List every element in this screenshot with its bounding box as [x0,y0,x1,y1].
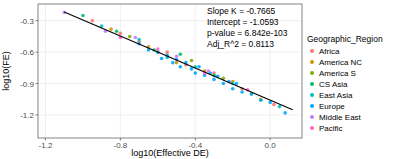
tick-label: -1.2 [39,141,53,150]
point [115,29,119,33]
tick-mark [36,20,39,21]
tick-mark [36,83,39,84]
y-axis-label: log10(FE) [1,51,11,91]
point [240,90,244,94]
legend-marker [310,126,314,130]
point [160,57,164,61]
point [231,87,235,91]
point [222,82,226,86]
point [193,71,197,75]
point [81,14,85,18]
legend-marker [310,82,314,86]
x-axis-label: log10(Effective DE) [131,148,208,158]
chart: -1.2-0.8-0.40.0-0.3-0.6-0.9-1.2Slope K =… [0,0,400,159]
point [283,111,287,115]
legend-marker [310,49,314,53]
point [156,47,160,51]
point [259,99,263,103]
fit-line [64,12,292,110]
tick-mark [36,52,39,53]
point [137,38,141,42]
point [197,65,201,69]
annotation: Slope K = -0.7665 [207,6,276,16]
point [171,61,175,65]
grid-line [195,4,196,138]
legend-label: America NC [319,58,362,67]
point [128,35,132,39]
point [175,61,179,65]
legend-marker [310,104,314,108]
point [190,59,194,63]
tick-mark [36,114,39,115]
point [175,55,179,59]
point [119,32,123,36]
legend-title: Geographic_Region [307,34,383,44]
legend-marker [310,115,314,119]
legend-marker [310,71,314,75]
annotation: p-value = 6.842e-103 [207,28,288,38]
tick-label: 0.0 [265,141,277,150]
grid-line [45,4,46,138]
legend-label: Europe [319,102,345,111]
point [134,36,138,40]
tick-label: -0.6 [20,48,34,57]
tick-label: -0.3 [20,17,34,26]
plot-frame [38,4,302,138]
tick-label: -0.8 [113,141,127,150]
tick-label: -0.9 [20,80,34,89]
point [178,65,182,69]
annotation: Intercept = -1.0593 [207,17,279,27]
plot-background [38,4,302,138]
annotation: Adj_R^2 = 0.8113 [207,39,274,49]
grid-line [38,52,302,53]
legend-marker [310,93,314,97]
point [90,19,94,23]
tick-label: -1.2 [20,111,34,120]
point [272,103,276,107]
legend-label: Africa [319,47,340,56]
grid-line [120,4,121,138]
legend-label: Middle East [319,113,362,122]
legend-label: CS Asia [319,80,348,89]
legend-marker [310,60,314,64]
plot-area [62,11,292,115]
legend-label: Pacific [319,124,343,133]
point [178,52,182,56]
point [207,69,211,73]
point [212,78,216,82]
point [109,27,113,31]
grid-line [38,83,302,84]
legend-label: East Asia [319,91,353,100]
legend-label: America S [319,69,356,78]
grid-line [38,114,302,115]
point [165,50,169,54]
